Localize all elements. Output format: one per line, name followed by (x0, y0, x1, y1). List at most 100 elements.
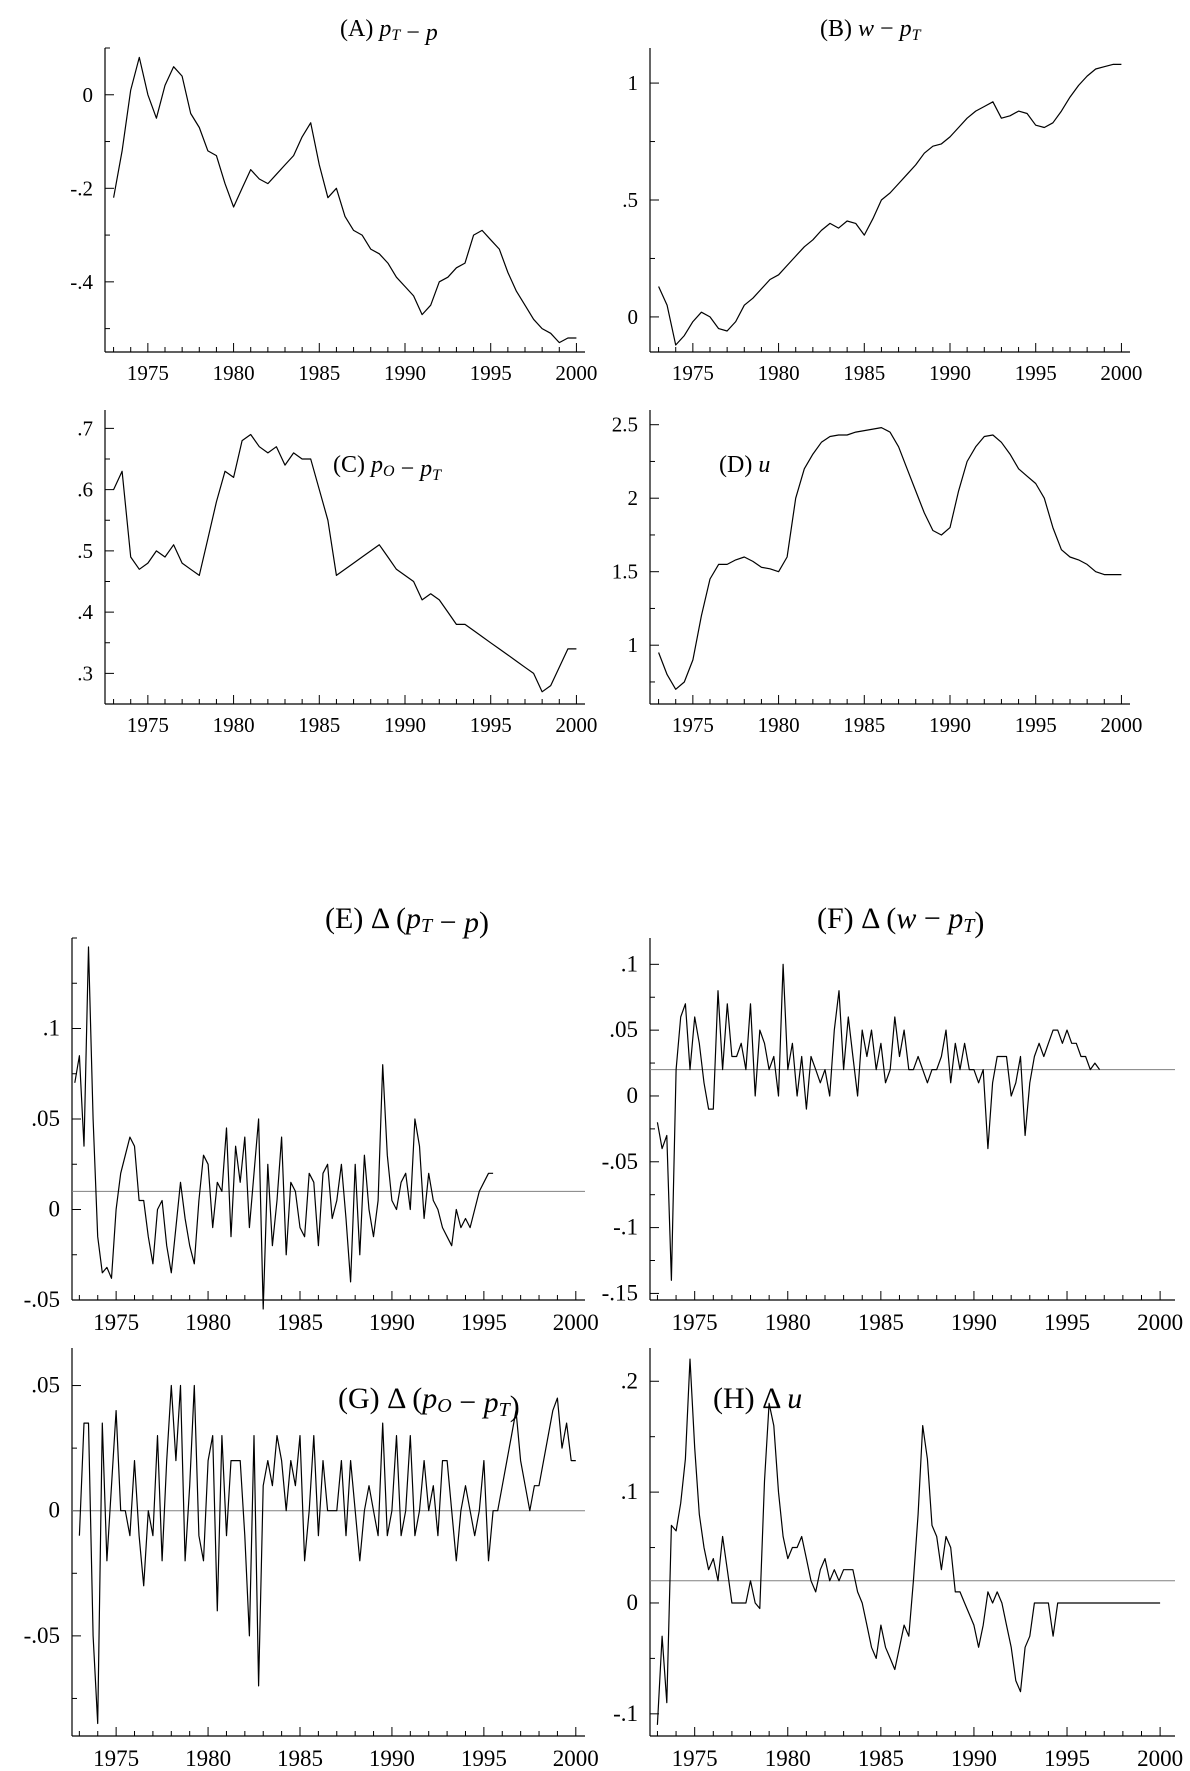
y-tick-label: .5 (77, 539, 93, 563)
y-tick-label: .5 (622, 188, 638, 212)
y-tick-label: .4 (77, 600, 93, 624)
series-line (656, 1358, 1161, 1725)
x-tick-label: 1975 (93, 1310, 139, 1335)
x-tick-label: 1975 (127, 713, 169, 737)
x-tick-label: 1990 (951, 1310, 997, 1335)
x-tick-label: 1990 (929, 713, 971, 737)
x-tick-label: 1980 (758, 361, 800, 385)
panel-title-prefix: (E) (325, 902, 371, 935)
title-part: T (963, 915, 976, 937)
x-tick-label: 1985 (298, 361, 340, 385)
x-tick-label: 1985 (843, 361, 885, 385)
title-part: w (896, 902, 916, 935)
title-part: w (858, 16, 874, 42)
title-part: − (432, 906, 464, 939)
panel-a: 1975 1980 1985 1990 1995 2000 0 -.2 -.4 (A) pT − … (70, 16, 597, 385)
x-tick-label: 1975 (672, 713, 714, 737)
x-tick-label: 1985 (277, 1746, 323, 1771)
title-part: − (452, 1386, 484, 1419)
title-part: Δ ( (861, 902, 896, 935)
x-tick-label: 2000 (555, 713, 597, 737)
x-tick-label: 1990 (384, 361, 426, 385)
x-tick-label: 1980 (765, 1310, 811, 1335)
x-tick-label: 1985 (858, 1746, 904, 1771)
x-tick-label: 1990 (369, 1746, 415, 1771)
panel-title: (D) u (719, 452, 770, 478)
title-part: Δ ( (387, 1382, 422, 1415)
x-tick-label: 1980 (185, 1310, 231, 1335)
title-part: p (404, 902, 421, 935)
title-part: p (462, 906, 479, 939)
panel-title: (H) Δ u (713, 1382, 802, 1415)
title-part: T (499, 1399, 512, 1421)
y-tick-label: 0 (49, 1498, 61, 1523)
y-tick-label: .6 (77, 478, 93, 502)
panel-title: (B) w − pT (820, 16, 922, 44)
title-part: p (424, 20, 438, 46)
y-tick-label: .2 (621, 1368, 638, 1393)
x-tick-label: 1975 (93, 1746, 139, 1771)
y-tick-label: .7 (77, 416, 93, 440)
x-tick-label: 1990 (951, 1746, 997, 1771)
x-tick-label: 1975 (672, 1310, 718, 1335)
y-tick-label: 0 (627, 1590, 639, 1615)
y-tick-label: -.1 (613, 1215, 638, 1240)
y-tick-label: -.05 (602, 1149, 638, 1174)
y-tick-label: -.4 (70, 270, 93, 294)
panel-g: 1975 1980 1985 1990 1995 2000.050-.05(G) Δ (p… (24, 1348, 599, 1771)
title-part: p (482, 1386, 499, 1419)
x-tick-label: 1985 (298, 713, 340, 737)
y-tick-label: 1.5 (612, 560, 638, 584)
x-tick-label: 1980 (185, 1746, 231, 1771)
y-tick-label: -.05 (24, 1623, 60, 1648)
x-tick-label: 1995 (470, 713, 512, 737)
y-tick-label: .05 (609, 1017, 638, 1042)
x-tick-label: 1980 (213, 361, 255, 385)
title-part: p (418, 456, 432, 482)
title-part: T (432, 467, 442, 484)
x-tick-label: 1980 (758, 713, 800, 737)
panel-e: 1975 1980 1985 1990 1995 2000 .1 .05 0 -.05 (E) Δ … (24, 902, 599, 1335)
panel-title-prefix: (C) (333, 452, 371, 478)
title-part: ) (974, 906, 984, 939)
title-part: − (874, 16, 900, 42)
panel-h: 1975 1980 1985 1990 1995 2000 .2 .1 0 -.1 (H) Δ u (613, 1348, 1183, 1771)
panel-d: 1975 1980 1985 1990 1995 2000 2.5 2 1.5 1 (D) u (612, 410, 1142, 737)
x-tick-label: 2000 (1137, 1310, 1183, 1335)
title-part: p (946, 902, 963, 935)
series-line (74, 946, 494, 1310)
y-tick-label: .1 (621, 1479, 638, 1504)
title-part: O (437, 1395, 451, 1417)
y-tick-label: 2 (628, 486, 639, 510)
x-tick-label: 1980 (213, 713, 255, 737)
title-part: ) (510, 1390, 520, 1423)
panel-b: 1975 1980 1985 1990 1995 2000 1 .5 0 (B) w − pT (622, 16, 1142, 385)
y-tick-label: .1 (621, 951, 638, 976)
y-tick-label: .05 (31, 1373, 60, 1398)
title-part: T (912, 27, 922, 44)
x-tick-label: 1985 (277, 1310, 323, 1335)
x-tick-label: 1985 (858, 1310, 904, 1335)
y-tick-label: -.05 (24, 1287, 60, 1312)
x-tick-label: 1995 (1044, 1310, 1090, 1335)
title-part: O (383, 463, 395, 480)
x-tick-label: 2000 (555, 361, 597, 385)
x-tick-label: 2000 (1137, 1746, 1183, 1771)
x-tick-label: 1975 (672, 1746, 718, 1771)
title-part: Δ ( (371, 902, 406, 935)
title-part: p (377, 16, 391, 42)
y-tick-label: .05 (31, 1106, 60, 1131)
x-tick-label: 1990 (384, 713, 426, 737)
series-line (113, 433, 577, 693)
y-tick-label: 1 (628, 71, 639, 95)
title-part: Δ (762, 1382, 787, 1415)
x-tick-label: 1995 (470, 361, 512, 385)
panel-title-prefix: (B) (820, 16, 858, 42)
series-line (658, 427, 1122, 690)
x-tick-label: 2000 (553, 1746, 599, 1771)
y-tick-label: -.15 (602, 1280, 638, 1305)
title-part: ) (479, 906, 489, 939)
title-part: p (369, 452, 383, 478)
x-tick-label: 1975 (672, 361, 714, 385)
x-tick-label: 1995 (461, 1310, 507, 1335)
